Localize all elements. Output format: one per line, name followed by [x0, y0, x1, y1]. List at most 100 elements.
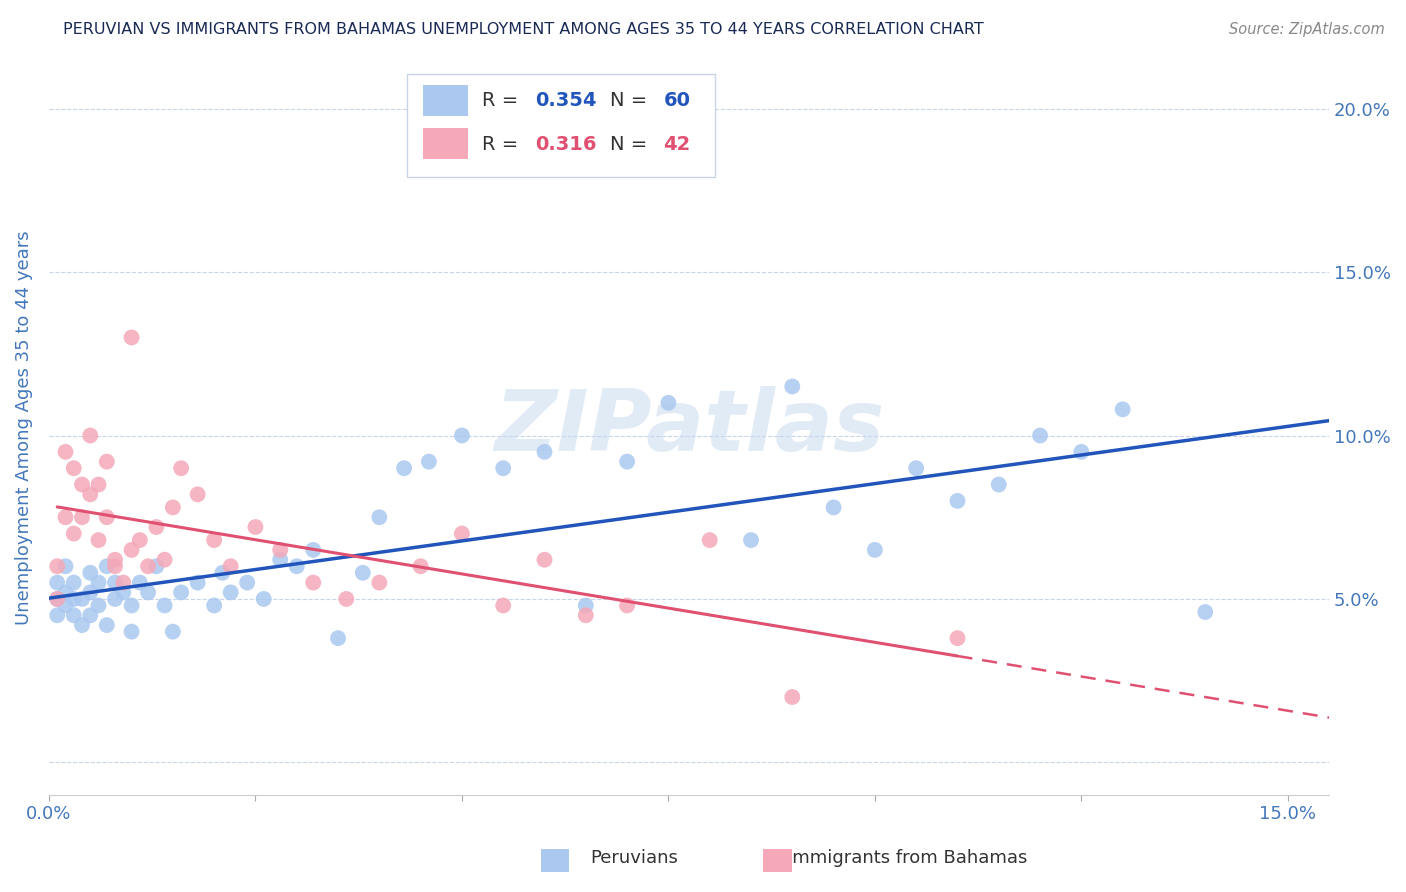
Point [492, 599, 515, 613]
Point [575, 608, 598, 623]
Point [326, 631, 349, 645]
Point [219, 585, 242, 599]
Point [62, 608, 84, 623]
Point [409, 559, 432, 574]
Point [136, 559, 159, 574]
Text: 60: 60 [664, 91, 690, 110]
Point [170, 585, 193, 599]
Point [46, 559, 69, 574]
Point [335, 591, 357, 606]
Point [905, 461, 928, 475]
Point [368, 575, 391, 590]
Text: R =: R = [482, 135, 524, 153]
Point [70, 591, 93, 606]
Point [104, 591, 127, 606]
Point [62, 461, 84, 475]
Text: 0.354: 0.354 [536, 91, 598, 110]
Point [128, 533, 150, 547]
FancyBboxPatch shape [423, 86, 468, 116]
Point [245, 520, 267, 534]
Point [269, 542, 291, 557]
Point [302, 575, 325, 590]
Point [285, 559, 308, 574]
Point [62, 575, 84, 590]
Point [87, 477, 110, 491]
Point [1070, 445, 1092, 459]
Point [145, 520, 167, 534]
Point [62, 591, 84, 606]
Point [1194, 605, 1216, 619]
Point [946, 631, 969, 645]
Point [79, 566, 101, 580]
Point [104, 552, 127, 566]
Point [253, 591, 276, 606]
Point [55, 510, 77, 524]
Text: Immigrants from Bahamas: Immigrants from Bahamas [787, 849, 1028, 867]
Point [55, 599, 77, 613]
Point [269, 552, 291, 566]
FancyBboxPatch shape [423, 128, 468, 159]
Point [79, 585, 101, 599]
Point [70, 618, 93, 632]
Point [202, 533, 225, 547]
Point [46, 591, 69, 606]
Point [236, 575, 259, 590]
Text: R =: R = [482, 91, 524, 110]
Point [657, 396, 679, 410]
Text: Source: ZipAtlas.com: Source: ZipAtlas.com [1229, 22, 1385, 37]
Point [96, 618, 118, 632]
Point [1029, 428, 1052, 442]
Point [87, 575, 110, 590]
Point [79, 487, 101, 501]
Point [145, 559, 167, 574]
Text: Peruvians: Peruvians [591, 849, 678, 867]
Point [302, 542, 325, 557]
Point [62, 526, 84, 541]
Point [533, 445, 555, 459]
Point [136, 585, 159, 599]
Point [202, 599, 225, 613]
Text: 0.316: 0.316 [536, 135, 598, 153]
Point [170, 461, 193, 475]
Point [96, 559, 118, 574]
Point [79, 608, 101, 623]
Point [128, 575, 150, 590]
Point [55, 445, 77, 459]
Point [55, 585, 77, 599]
Point [492, 461, 515, 475]
Text: ZIPatlas: ZIPatlas [494, 386, 884, 469]
Point [352, 566, 374, 580]
Point [112, 585, 135, 599]
Point [104, 575, 127, 590]
Point [987, 477, 1010, 491]
Point [104, 559, 127, 574]
Point [616, 455, 638, 469]
Point [87, 599, 110, 613]
Point [368, 510, 391, 524]
Point [96, 455, 118, 469]
Point [575, 599, 598, 613]
Point [392, 461, 415, 475]
Point [46, 575, 69, 590]
Y-axis label: Unemployment Among Ages 35 to 44 years: Unemployment Among Ages 35 to 44 years [15, 230, 32, 624]
Text: N =: N = [610, 135, 654, 153]
Point [699, 533, 721, 547]
Point [162, 624, 184, 639]
Point [418, 455, 440, 469]
Text: N =: N = [610, 91, 654, 110]
Text: PERUVIAN VS IMMIGRANTS FROM BAHAMAS UNEMPLOYMENT AMONG AGES 35 TO 44 YEARS CORRE: PERUVIAN VS IMMIGRANTS FROM BAHAMAS UNEM… [63, 22, 984, 37]
Point [533, 552, 555, 566]
Point [823, 500, 845, 515]
Point [782, 690, 804, 704]
Point [96, 510, 118, 524]
Point [70, 510, 93, 524]
Point [46, 608, 69, 623]
Point [187, 487, 209, 501]
Point [187, 575, 209, 590]
Point [451, 526, 474, 541]
Point [121, 330, 143, 344]
Point [121, 624, 143, 639]
Point [121, 542, 143, 557]
Point [55, 559, 77, 574]
FancyBboxPatch shape [408, 74, 714, 178]
